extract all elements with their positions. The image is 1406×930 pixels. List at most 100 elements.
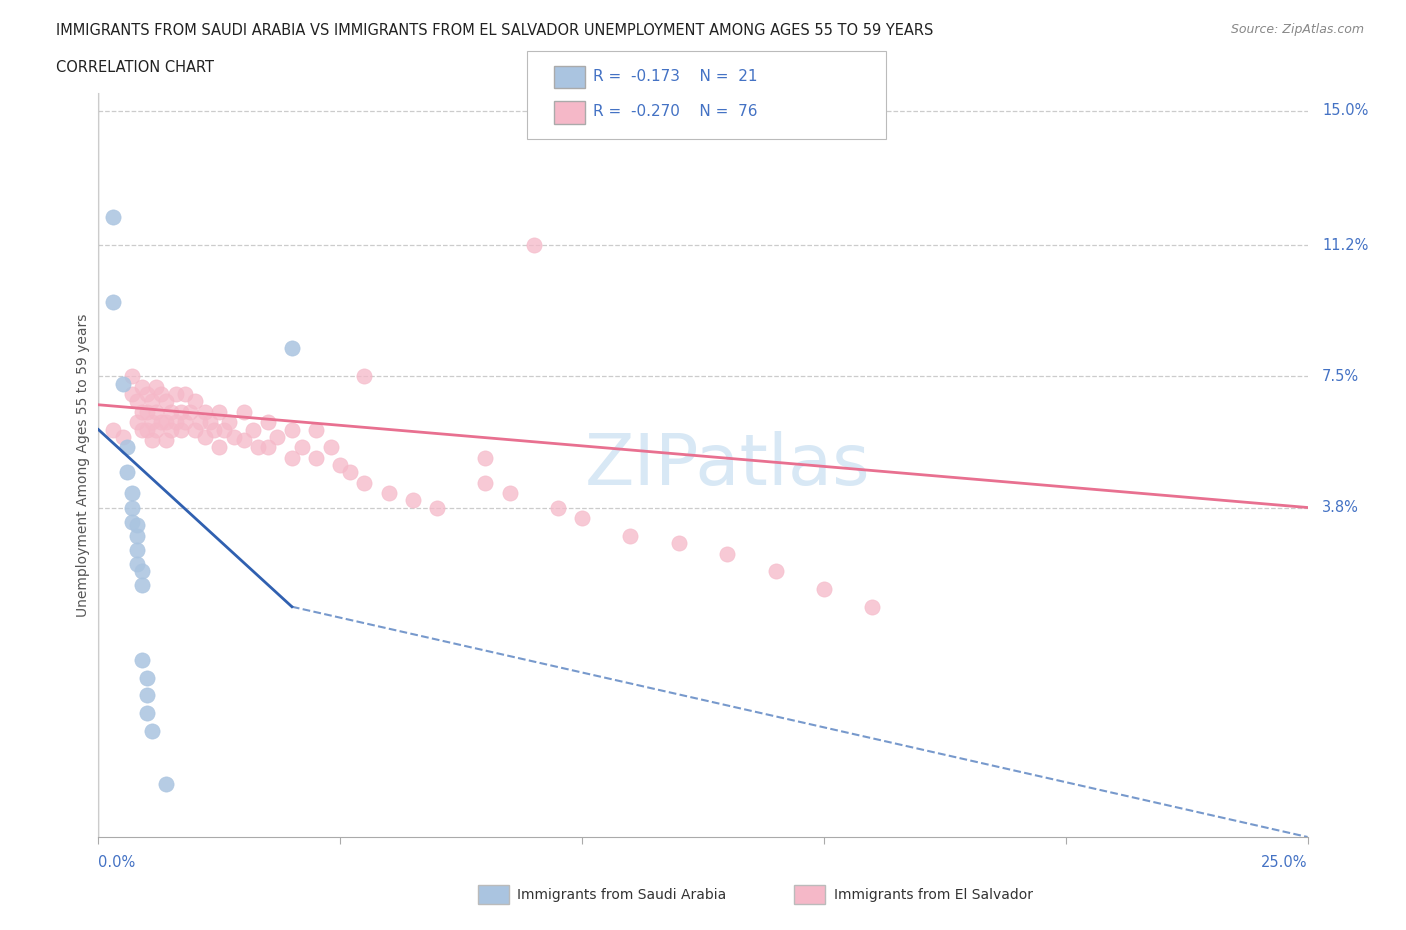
Point <box>281 422 304 437</box>
Point <box>117 440 139 455</box>
Point <box>111 376 134 391</box>
Point <box>101 422 124 437</box>
Point <box>426 500 449 515</box>
Point <box>121 485 143 500</box>
Point <box>184 422 207 437</box>
Text: Immigrants from El Salvador: Immigrants from El Salvador <box>834 887 1033 902</box>
Point <box>247 440 270 455</box>
Point <box>765 564 787 578</box>
Point <box>131 379 153 394</box>
Point <box>127 518 149 533</box>
Point <box>141 724 163 738</box>
Point <box>281 340 304 355</box>
Point <box>131 405 153 419</box>
Point <box>498 485 520 500</box>
Point <box>232 432 254 447</box>
Point <box>135 706 157 721</box>
Point <box>860 599 883 614</box>
Point <box>208 440 231 455</box>
Point <box>141 415 163 430</box>
Point <box>155 432 177 447</box>
Point <box>474 450 496 465</box>
Point <box>127 415 149 430</box>
Point <box>155 415 177 430</box>
Point <box>145 379 167 394</box>
Point <box>121 387 143 402</box>
Point <box>353 475 375 490</box>
Point <box>208 405 231 419</box>
Text: R =  -0.270    N =  76: R = -0.270 N = 76 <box>593 104 758 119</box>
Point <box>813 581 835 596</box>
Point <box>165 415 187 430</box>
Point <box>131 564 153 578</box>
Text: 25.0%: 25.0% <box>1261 855 1308 870</box>
Text: 0.0%: 0.0% <box>98 855 135 870</box>
Text: CORRELATION CHART: CORRELATION CHART <box>56 60 214 75</box>
Point <box>160 405 183 419</box>
Point <box>150 415 173 430</box>
Point <box>179 405 201 419</box>
Point <box>194 405 217 419</box>
Point <box>155 777 177 791</box>
Point <box>135 405 157 419</box>
Text: R =  -0.173    N =  21: R = -0.173 N = 21 <box>593 69 758 84</box>
Point <box>135 671 157 685</box>
Point <box>305 422 328 437</box>
Point <box>194 430 217 445</box>
Text: 11.2%: 11.2% <box>1322 238 1368 253</box>
Point <box>135 422 157 437</box>
Point <box>131 578 153 593</box>
Point <box>111 430 134 445</box>
Point <box>121 369 143 384</box>
Point <box>135 688 157 703</box>
Text: Source: ZipAtlas.com: Source: ZipAtlas.com <box>1230 23 1364 36</box>
Point <box>101 295 124 310</box>
Point <box>135 387 157 402</box>
Point <box>353 369 375 384</box>
Text: 7.5%: 7.5% <box>1322 369 1360 384</box>
Point <box>145 405 167 419</box>
Point <box>127 528 149 543</box>
Point <box>127 557 149 572</box>
Point <box>127 542 149 557</box>
Text: ZIPatlas: ZIPatlas <box>585 431 870 499</box>
Point <box>547 500 569 515</box>
Point <box>145 422 167 437</box>
Point <box>121 500 143 515</box>
Point <box>668 536 690 551</box>
Point <box>305 450 328 465</box>
Point <box>281 450 304 465</box>
Point <box>290 440 312 455</box>
Point <box>329 458 352 472</box>
Point <box>402 493 425 508</box>
Point <box>232 405 254 419</box>
Point <box>242 422 264 437</box>
Point <box>571 511 593 525</box>
Point <box>169 405 191 419</box>
Point <box>188 415 211 430</box>
Point <box>101 209 124 224</box>
Point <box>198 415 221 430</box>
Point <box>222 430 245 445</box>
Point <box>174 387 197 402</box>
Point <box>169 422 191 437</box>
Point <box>339 465 361 480</box>
Text: 15.0%: 15.0% <box>1322 103 1368 118</box>
Point <box>523 238 546 253</box>
Point <box>165 387 187 402</box>
Point <box>256 440 278 455</box>
Point <box>266 430 288 445</box>
Point <box>474 475 496 490</box>
Point <box>131 422 153 437</box>
Point <box>377 485 399 500</box>
Point <box>184 393 207 408</box>
Point <box>155 393 177 408</box>
Point <box>212 422 235 437</box>
Point <box>218 415 240 430</box>
Point <box>131 653 153 668</box>
Point <box>174 415 197 430</box>
Point <box>141 393 163 408</box>
Point <box>716 546 738 561</box>
Point <box>619 528 641 543</box>
Point <box>117 465 139 480</box>
